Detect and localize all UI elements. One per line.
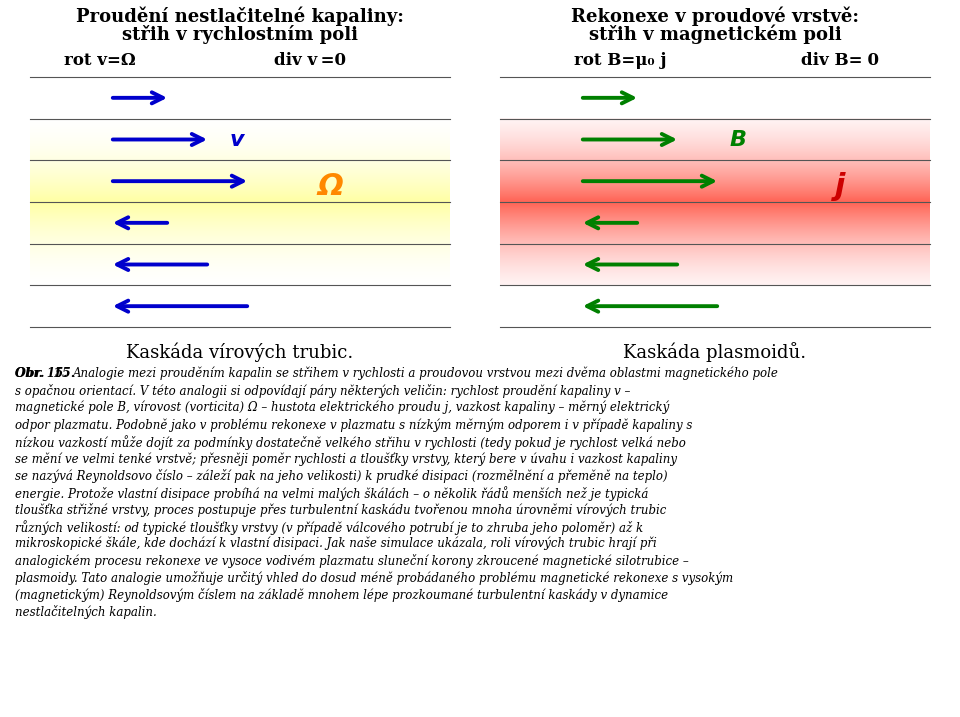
Text: Obr.  15.: Obr. 15. bbox=[15, 367, 75, 380]
Text: Kaskáda vírových trubic.: Kaskáda vírových trubic. bbox=[127, 342, 353, 361]
Text: se mění ve velmi tenké vrstvě; přesněji poměr rychlosti a tloušťky vrstvy, který: se mění ve velmi tenké vrstvě; přesněji … bbox=[15, 452, 677, 465]
Text: tloušťka střižné vrstvy, proces postupuje přes turbulentní kaskádu tvořenou mnoh: tloušťka střižné vrstvy, proces postupuj… bbox=[15, 503, 666, 517]
Text: magnetické pole B, vírovost (vorticita) Ω – hustota elektrického proudu j, vazko: magnetické pole B, vírovost (vorticita) … bbox=[15, 401, 669, 414]
Text: j: j bbox=[835, 171, 845, 201]
Text: střih v magnetickém poli: střih v magnetickém poli bbox=[588, 25, 841, 44]
Text: Proudění nestlačitelné kapaliny:: Proudění nestlačitelné kapaliny: bbox=[76, 7, 404, 27]
Text: Rekonexe v proudové vrstvě:: Rekonexe v proudové vrstvě: bbox=[571, 7, 859, 27]
Text: rot v=Ω: rot v=Ω bbox=[64, 52, 136, 69]
Text: Analogie mezi prouděním kapalin se střihem v rychlosti a proudovou vrstvou mezi : Analogie mezi prouděním kapalin se střih… bbox=[73, 367, 779, 381]
Text: s opačnou orientací. V této analogii si odpovídají páry některých veličin: rychl: s opačnou orientací. V této analogii si … bbox=[15, 384, 631, 398]
Text: B: B bbox=[730, 130, 747, 150]
Text: různých velikostí: od typické tloušťky vrstvy (v případě válcového potrubí je to: různých velikostí: od typické tloušťky v… bbox=[15, 520, 643, 535]
Text: Ω: Ω bbox=[317, 171, 343, 201]
Text: střih v rychlostním poli: střih v rychlostním poli bbox=[122, 25, 358, 44]
Text: nestlačitelných kapalin.: nestlačitelných kapalin. bbox=[15, 605, 156, 619]
Text: v: v bbox=[230, 130, 245, 150]
Text: div v =0: div v =0 bbox=[274, 52, 346, 69]
Text: Obr. 15.: Obr. 15. bbox=[15, 367, 67, 380]
Text: rot B=μ₀ j: rot B=μ₀ j bbox=[574, 52, 666, 69]
Text: odpor plazmatu. Podobně jako v problému rekonexe v plazmatu s nízkým měrným odpo: odpor plazmatu. Podobně jako v problému … bbox=[15, 418, 692, 432]
Text: (magnetickým) Reynoldsovým číslem na základě mnohem lépe prozkoumané turbulentní: (magnetickým) Reynoldsovým číslem na zák… bbox=[15, 588, 668, 602]
Text: div B=  0: div B= 0 bbox=[801, 52, 879, 69]
Text: Kaskáda plasmoidů.: Kaskáda plasmoidů. bbox=[623, 342, 806, 362]
Text: analogickém procesu rekonexe ve vysoce vodivém plazmatu sluneční korony zkroucen: analogickém procesu rekonexe ve vysoce v… bbox=[15, 554, 688, 568]
Text: nízkou vazkostí může dojít za podmínky dostatečně velkého střihu v rychlosti (te: nízkou vazkostí může dojít za podmínky d… bbox=[15, 435, 685, 450]
Text: se nazývá Reynoldsovo číslo – záleží pak na jeho velikosti) k prudké disipaci (r: se nazývá Reynoldsovo číslo – záleží pak… bbox=[15, 469, 667, 483]
Text: plasmoidy. Tato analogie umožňuje určitý vhled do dosud méně probádaného problém: plasmoidy. Tato analogie umožňuje určitý… bbox=[15, 571, 733, 585]
Text: mikroskopické škále, kde dochází k vlastní disipaci. Jak naše simulace ukázala, : mikroskopické škále, kde dochází k vlast… bbox=[15, 537, 657, 551]
Text: energie. Protože vlastní disipace probíhá na velmi malých škálách – o několik řá: energie. Protože vlastní disipace probíh… bbox=[15, 486, 648, 501]
